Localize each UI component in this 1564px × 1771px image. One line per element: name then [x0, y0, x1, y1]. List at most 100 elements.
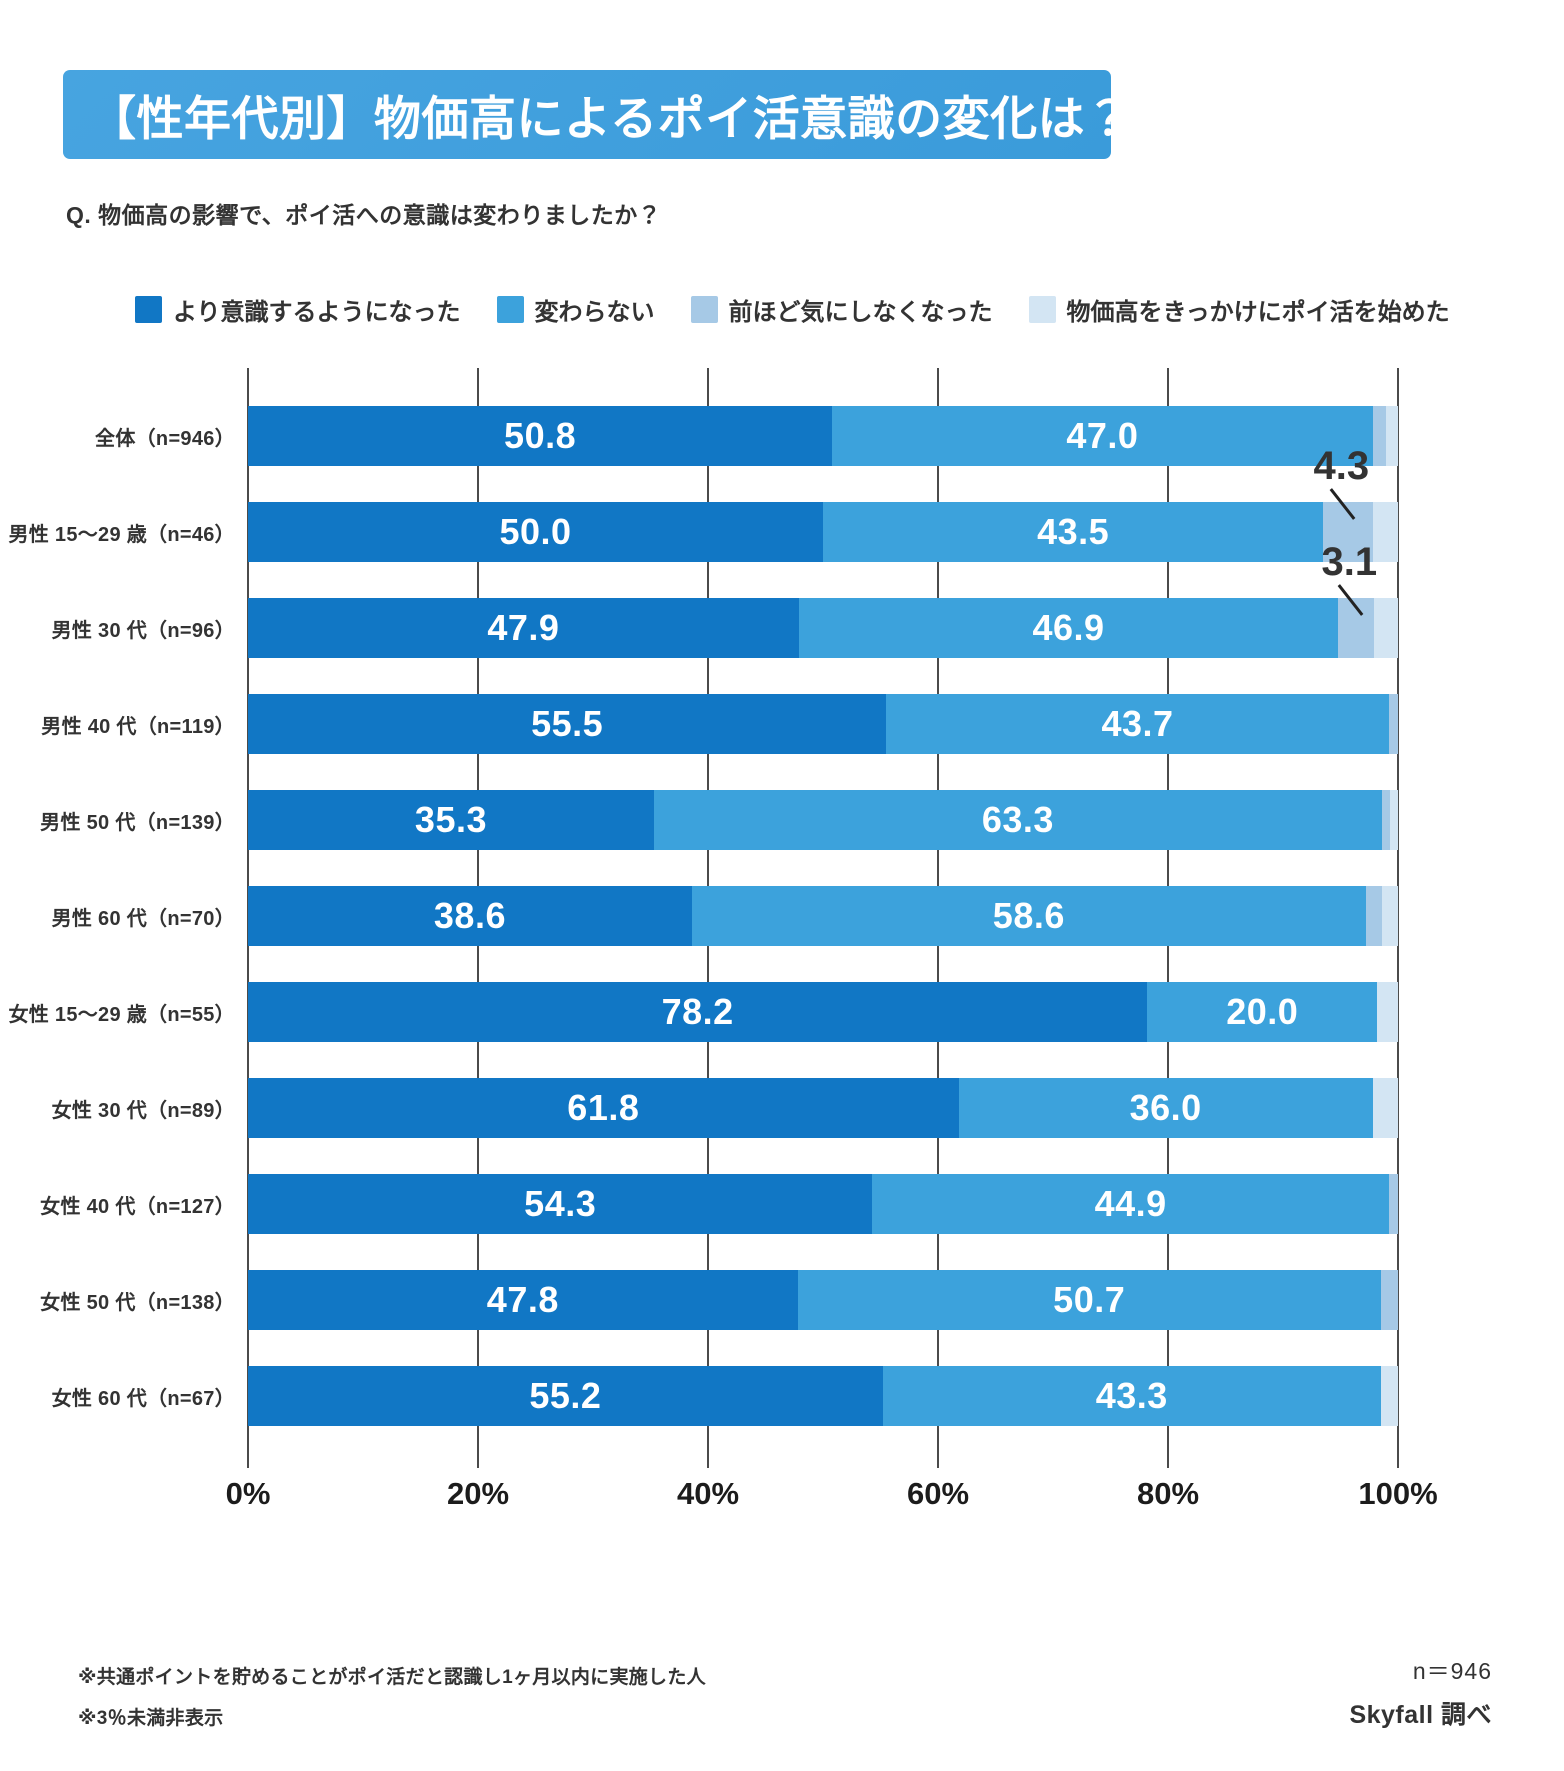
bar-segment-series1: 61.8 — [248, 1078, 959, 1138]
row-label: 男性 60 代（n=70） — [51, 907, 235, 930]
legend-item-2: 変わらない — [496, 292, 655, 327]
bar-value-label: 47.9 — [487, 607, 560, 648]
chart-row: 男性 40 代（n=119） 55.5 43.7 — [0, 676, 1398, 772]
chart-row: 女性 60 代（n=67） 55.2 43.3 — [0, 1348, 1398, 1444]
stacked-bar-chart: 全体（n=946） 50.8 47.0 男性 15～29 歳（n=46） 50.0 43.… — [0, 368, 1460, 1520]
axis-tick — [707, 1444, 709, 1468]
bar-track: 78.2 20.0 — [248, 982, 1398, 1042]
chart-row: 女性 15～29 歳（n=55） 78.2 20.0 — [0, 964, 1398, 1060]
bar-value-label: 36.0 — [1129, 1087, 1202, 1128]
bar-segment-series3 — [1380, 1270, 1398, 1330]
bar-segment-series2: 36.0 — [958, 1078, 1373, 1138]
bar-segment-series2: 47.0 — [832, 406, 1373, 466]
legend-item-3: 前ほど気にしなくなった — [690, 292, 993, 327]
bar-track: 38.6 58.6 — [248, 886, 1398, 946]
bar-track: 47.8 50.7 — [248, 1270, 1398, 1330]
x-axis-labels: 0% 20% 40% 60% 80% 100% — [226, 1476, 1438, 1520]
axis-tick — [477, 1444, 479, 1468]
bar-value-label: 54.3 — [524, 1183, 597, 1224]
bar-segment-series4 — [1373, 598, 1398, 658]
bar-segment-series2: 43.7 — [886, 694, 1389, 754]
bar-segment-series1: 47.8 — [248, 1270, 798, 1330]
bar-value-label: 61.8 — [567, 1087, 640, 1128]
bar-segment-series3 — [1365, 886, 1382, 946]
source-block: n＝946 Skyfall 調べ — [1349, 1652, 1492, 1731]
footnote-threshold: ※3％未満非表示 — [78, 1708, 224, 1729]
bar-value-label: 63.3 — [981, 799, 1054, 840]
bar-segment-series4 — [1377, 982, 1398, 1042]
axis-tick — [247, 1444, 249, 1468]
bar-segment-series1: 54.3 — [248, 1174, 873, 1234]
row-label: 全体（n=946） — [95, 427, 235, 450]
page-title: 【性年代別】物価高によるポイ活意識の変化は？ — [89, 92, 1133, 145]
plot-area: 全体（n=946） 50.8 47.0 男性 15～29 歳（n=46） 50.0 43.… — [0, 368, 1399, 1444]
bar-segment-series2: 63.3 — [653, 790, 1382, 850]
gridline — [1397, 368, 1399, 1444]
bar-segment-series4 — [1372, 502, 1398, 562]
bar-track: 50.0 43.5 4.3 — [248, 446, 1398, 562]
row-label: 女性 15～29 歳（n=55） — [8, 1003, 235, 1026]
bar-track: 54.3 44.9 — [248, 1174, 1398, 1234]
legend-label: より意識するようになった — [173, 299, 461, 326]
bar-value-label: 78.2 — [661, 991, 734, 1032]
legend-label: 変わらない — [534, 299, 655, 326]
legend-swatch-series4 — [1028, 296, 1056, 323]
row-label: 女性 30 代（n=89） — [51, 1099, 235, 1122]
bar-value-label: 44.9 — [1094, 1183, 1167, 1224]
bar-value-label: 47.0 — [1066, 415, 1139, 456]
chart-row: 女性 50 代（n=138） 47.8 50.7 — [0, 1252, 1398, 1348]
bar-value-label: 43.7 — [1101, 703, 1174, 744]
axis-tick — [937, 1444, 939, 1468]
bar-value-label: 55.2 — [529, 1375, 602, 1416]
axis-tick-label: 100% — [1358, 1476, 1438, 1511]
legend-item-1: より意識するようになった — [135, 292, 461, 327]
legend-label: 物価高をきっかけにポイ活を始めた — [1066, 299, 1450, 326]
bar-segment-series1: 55.2 — [248, 1366, 883, 1426]
axis-tick-label: 0% — [225, 1476, 271, 1511]
sample-size: n＝946 — [1412, 1658, 1492, 1684]
bar-segment-series2: 46.9 — [798, 598, 1339, 658]
chart-row: 男性 60 代（n=70） 38.6 58.6 — [0, 868, 1398, 964]
bar-segment-series4 — [1381, 886, 1398, 946]
row-label: 男性 40 代（n=119） — [41, 715, 235, 738]
axis-tick-label: 80% — [1136, 1476, 1200, 1511]
bar-track: 47.9 46.9 3.1 — [248, 542, 1398, 658]
bar-value-label: 43.3 — [1095, 1375, 1168, 1416]
bar-value-label: 50.8 — [504, 415, 577, 456]
bar-segment-series2: 58.6 — [691, 886, 1366, 946]
callout-value-label: 4.3 — [1313, 444, 1370, 488]
bar-segment-series1: 35.3 — [248, 790, 654, 850]
bar-segment-series2: 50.7 — [797, 1270, 1381, 1330]
chart-row: 全体（n=946） 50.8 47.0 — [0, 388, 1398, 484]
legend-swatch-series2 — [496, 296, 524, 323]
bar-segment-series1: 50.0 — [248, 502, 823, 562]
footnotes: ※共通ポイントを貯めることがポイ活だと認識し1ヶ月以内に実施した人 ※3％未満非… — [78, 1662, 706, 1744]
axis-tick-label: 20% — [446, 1476, 510, 1511]
row-label: 男性 15～29 歳（n=46） — [8, 523, 235, 546]
bar-track: 50.8 47.0 — [248, 406, 1398, 466]
bar-value-label: 55.5 — [531, 703, 604, 744]
axis-tick — [1167, 1444, 1169, 1468]
chart-row: 男性 50 代（n=139） 35.3 63.3 — [0, 772, 1398, 868]
row-label: 女性 50 代（n=138） — [40, 1291, 235, 1314]
axis-tick-label: 40% — [676, 1476, 740, 1511]
bar-segment-series2: 43.3 — [882, 1366, 1381, 1426]
bar-value-label: 43.5 — [1037, 511, 1110, 552]
x-axis-ticks — [247, 1444, 1399, 1468]
bar-value-label: 20.0 — [1226, 991, 1299, 1032]
bar-segment-series4 — [1380, 1366, 1398, 1426]
bar-segment-series1: 55.5 — [248, 694, 887, 754]
chart-row: 女性 40 代（n=127） 54.3 44.9 — [0, 1156, 1398, 1252]
survey-question: Q. 物価高の影響で、ポイ活への意識は変わりましたか？ — [66, 202, 662, 228]
legend-item-4: 物価高をきっかけにポイ活を始めた — [1028, 292, 1450, 327]
axis-tick — [1397, 1444, 1399, 1468]
source-credit: Skyfall 調べ — [1349, 1701, 1492, 1729]
bar-segment-series1: 50.8 — [248, 406, 833, 466]
bar-value-label: 50.0 — [499, 511, 572, 552]
legend-swatch-series3 — [690, 296, 718, 323]
bar-segment-series2: 44.9 — [872, 1174, 1389, 1234]
bar-segment-series3 — [1388, 1174, 1398, 1234]
bar-segment-series3 — [1372, 406, 1387, 466]
chart-row: 男性 15～29 歳（n=46） 50.0 43.5 4.3 — [0, 446, 1398, 580]
